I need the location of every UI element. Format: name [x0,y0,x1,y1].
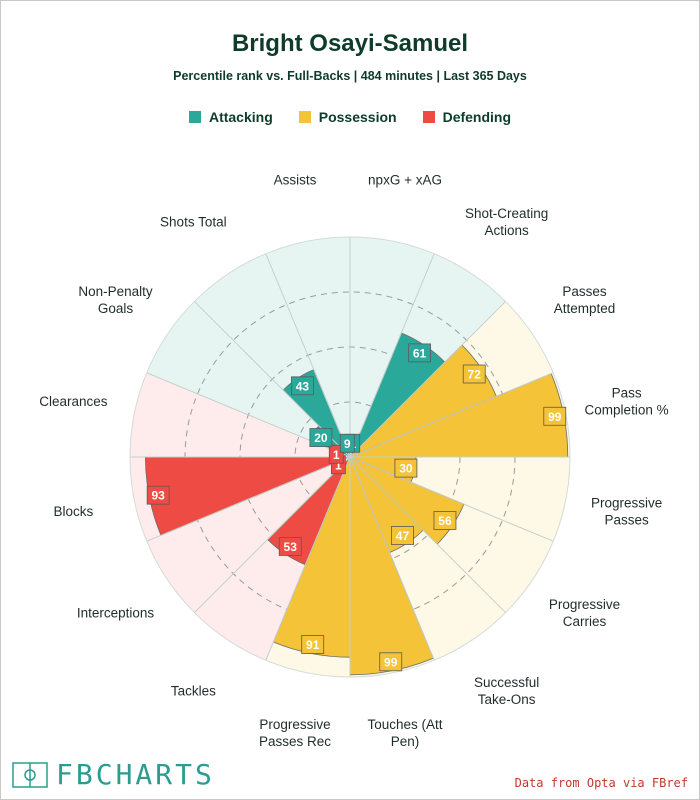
value-label-progressive-passes: 30 [399,462,413,476]
logo-text: FBCHARTS [56,758,215,791]
divider-line-3 [349,372,554,458]
value-label-pass-completion: 99 [548,410,562,424]
category-label-assists: Assists [274,172,317,187]
value-label-bg-clearances [328,444,344,464]
value-label-bg-progressive-carries [433,511,457,530]
value-label-touches-att-pen: 99 [384,655,398,669]
legend-item-attacking: Attacking [188,109,273,125]
divider-line-5 [349,456,554,542]
legend-label-possession: Possession [318,109,397,125]
value-label-clearances: 1 [333,448,340,462]
legend-item-possession: Possession [298,109,397,125]
value-label-bg-successful-take-ons [391,526,414,545]
category-label-clearances: Clearances [39,394,108,409]
value-label-bg-shots-total [291,376,314,396]
value-label-assists: 9 [344,437,351,451]
category-label-interceptions: Interceptions [77,606,155,621]
legend-swatch-defending [422,111,435,123]
value-label-blocks: 93 [151,489,165,503]
category-label-progressive-carries: Progressive Carries [549,597,620,629]
value-label-bg-non-penalty-goals [309,428,333,447]
value-label-bg-tackles [278,537,302,556]
value-label-progressive-passes-rec: 91 [306,638,320,652]
value-label-bg-pass-completion [543,406,567,426]
category-label-blocks: Blocks [54,504,94,519]
value-label-shots-total: 43 [296,379,310,393]
divider-line-11 [146,456,351,542]
value-label-progressive-carries: 56 [438,514,452,528]
data-credit: Data from Opta via FBref [514,776,688,790]
value-label-bg-shot-creating-actions [408,343,431,363]
category-label-touches-att-pen: Touches (Att Pen) [367,717,442,749]
category-label-successful-take-ons: Successful Take-Ons [474,675,539,707]
chart-title: Bright Osayi-Samuel [231,30,469,57]
sector-bg-interceptions [146,457,350,613]
outer-circle [129,236,571,678]
value-label-bg-assists [339,433,355,453]
sector-bg-assists [265,237,350,457]
legend: Attacking Possession Defending [0,109,700,125]
divider-line-6 [349,456,506,613]
divider-line-7 [349,456,435,661]
category-label-pass-completion: Pass Completion % [585,385,669,417]
legend-label-defending: Defending [442,109,512,125]
value-label-bg-progressive-passes [394,458,418,478]
value-label-bg-progressive-passes-rec [301,635,325,654]
category-label-shot-creating-actions: Shot-Creating Actions [465,206,548,238]
value-label-bg-passes-attempted [462,364,486,384]
legend-label-attacking: Attacking [208,109,273,125]
value-label-tackles: 53 [284,540,298,554]
legend-swatch-attacking [188,111,201,123]
category-label-passes-attempted: Passes Attempted [554,284,616,316]
value-label-passes-attempted: 72 [468,367,482,381]
legend-item-defending: Defending [422,109,512,125]
pitch-icon [12,761,48,788]
chart-subtitle: Percentile rank vs. Full-Backs | 484 min… [173,69,527,83]
fbcharts-logo: FBCHARTS [12,758,215,791]
category-label-non-penalty-goals: Non-Penalty Goals [78,284,153,316]
category-label-tackles: Tackles [171,683,216,698]
divider-line-1 [349,253,435,458]
sector-bg-clearances [130,372,350,457]
category-label-progressive-passes: Progressive Passes [591,496,662,528]
value-label-non-penalty-goals: 20 [314,431,328,445]
value-label-successful-take-ons: 47 [396,529,410,543]
divider-line-9 [265,456,351,661]
category-label-progressive-passes-rec: Progressive Passes Rec [259,717,331,749]
divider-line-2 [349,301,506,458]
category-label-npxg-xag: npxG + xAG [368,172,442,187]
value-label-shot-creating-actions: 61 [413,346,427,360]
value-label-interceptions: 1 [335,458,342,472]
category-label-shots-total: Shots Total [160,215,227,230]
divider-line-10 [194,456,351,613]
value-label-bg-blocks [146,485,170,505]
legend-swatch-possession [298,111,311,123]
divider-line-15 [265,253,351,458]
value-label-bg-touches-att-pen [379,652,403,672]
sector-bg-npxg-xag [350,237,435,457]
sector-bg-non-penalty-goals [146,301,350,457]
